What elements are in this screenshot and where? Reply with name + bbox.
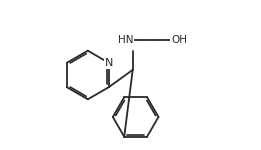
Text: HN: HN	[118, 35, 134, 45]
Text: N: N	[105, 58, 113, 68]
Text: OH: OH	[171, 35, 187, 45]
